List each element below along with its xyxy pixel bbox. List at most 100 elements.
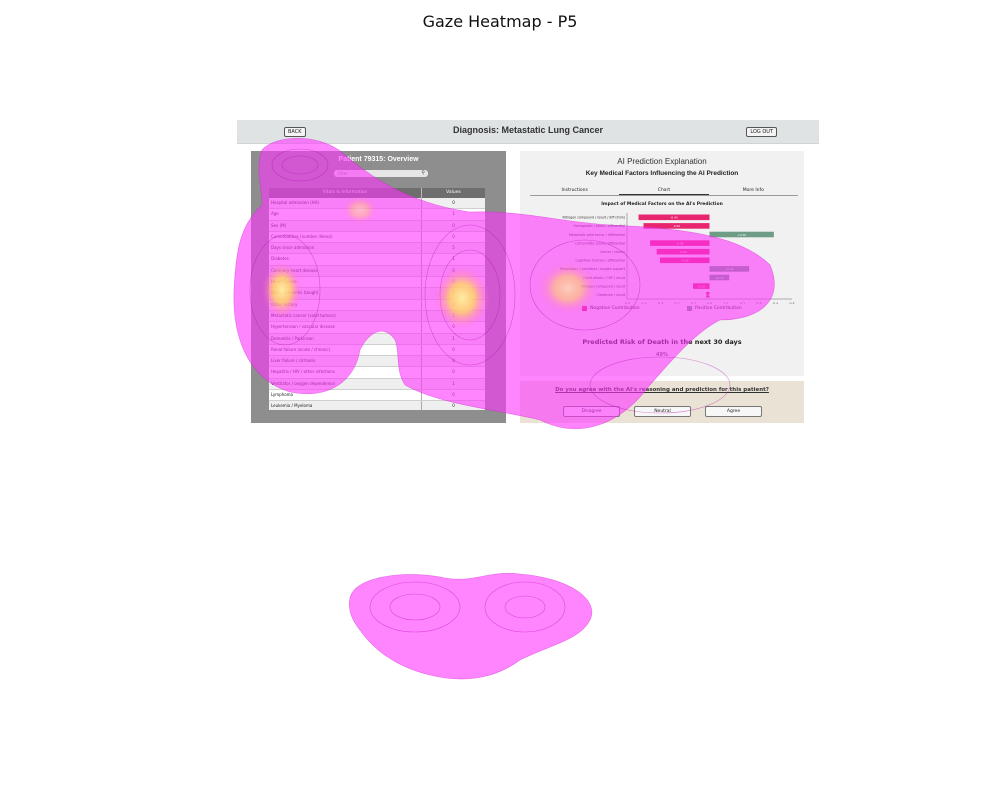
bar-value-label: -0.10 [698,284,705,288]
logout-button[interactable]: LOG OUT [746,127,777,137]
table-row: Lymphoma 0 [269,390,485,402]
table-row: Coronary heart disease 0 [269,265,485,278]
column-header: Vitals & Information [269,188,422,198]
explanation-tabs: Instructions Chart More Info [530,186,798,196]
x-tick-label: -0.4 [640,302,646,304]
risk-value: 49% [655,352,669,358]
heat-region-lower [349,572,593,680]
tab-instructions[interactable]: Instructions [561,188,588,193]
table-row: Hepatitis / HIV / other infections 0 [269,367,485,379]
row-label: Hospital admission (HA) [269,198,422,209]
table-row: Leukemia / Myeloma 0 [269,401,485,410]
row-value: 0 [452,267,455,273]
tab-more-info[interactable]: More Info [742,188,764,193]
table-row: Age 1 [269,209,485,221]
row-value: 1 [452,335,455,341]
x-tick-label: 0.5 [789,302,794,304]
table-row: Hypertension / vascular disease 0 [269,322,485,334]
table-row: Other history 0 [269,299,485,311]
category-label: Nitrogen compound / result / diff (imm) [563,216,626,220]
table-row: Diabetes 1 [269,254,485,266]
figure-title: Gaze Heatmap - P5 [422,12,578,31]
category-label: Heart attack / CHF / result [583,276,625,280]
row-value: 0 [452,358,455,364]
row-label: Dementia / Parkinson [269,333,422,344]
row-value: 5 [452,245,455,251]
row-label: Diabetes [269,254,422,265]
row-value: 1 [452,312,455,318]
row-label: Sex (M) [269,220,422,231]
table-row: Days since admission 5 [269,243,485,255]
legend-positive-label: Positive Contribution [695,306,742,311]
row-value: 0 [452,301,455,307]
factor-impact-chart: Nitrogen compound / result / diff (imm) -… [560,213,795,304]
legend-swatch-positive [687,306,692,311]
agree-button[interactable]: Agree [705,406,762,417]
bar-value-label: -0.43 [670,216,677,220]
back-button[interactable]: BACK [284,127,306,137]
x-tick-label: 0.3 [756,302,761,304]
row-value: 1 [452,290,455,296]
legend-negative-label: Negative Contribution [590,306,640,311]
legend-positive: Positive Contribution [687,306,742,311]
bar-value-label: +0.24 [725,267,734,271]
category-label: Cancer / results [600,250,625,254]
x-tick-label: 0.4 [773,302,778,304]
agreement-panel: Do you agree with the AI's reasoning and… [520,381,804,423]
category-label: Metastatic solid tumor / differential [569,233,625,237]
table-row: Hospital admission (HA) 0 [269,198,485,210]
table-row: Renal failure (acute / chronic) 0 [269,344,485,357]
agreement-question: Do you agree with the AI's reasoning and… [555,387,769,393]
x-tick-label: 0.0 [707,302,712,304]
patient-overview-panel: Patient 79315: Overview Filter ⚲ Vitals … [251,151,506,423]
row-value: 1 [452,256,455,262]
disagree-button[interactable]: Disagree [563,406,620,417]
row-label: Hepatitis / HIV / other infections [269,367,422,378]
legend-negative: Negative Contribution [582,306,640,311]
top-bar: BACK Diagnosis: Metastatic Lung Cancer L… [237,120,819,144]
ai-explanation-panel: AI Prediction Explanation Key Medical Fa… [520,151,804,376]
bar-value-label: -0.32 [679,250,686,254]
bar-value-label: +0.12 [715,276,724,280]
row-label: Acute problems (tough) [269,288,422,299]
row-label: Comorbidities (number illness) [269,231,422,243]
patient-search-input[interactable]: Filter ⚲ [334,170,428,177]
table-row: Liver failure / cirrhosis 0 [269,356,485,368]
row-label: Age [269,209,422,220]
tab-chart[interactable]: Chart [619,186,709,195]
table-row: Acute problems (tough) 1 [269,288,485,300]
x-tick-label: 0.2 [740,302,745,304]
row-value: 1 [452,380,455,386]
category-label: Creatinine / result [596,293,625,297]
row-label: Lymphoma [269,390,422,401]
row-label: Other history [269,299,422,310]
row-value: 1 [452,211,455,217]
vitals-table-header: Vitals & Information Values [269,188,485,198]
row-label: Metastatic cancer (solid tumors) [269,310,422,322]
bar-value-label: -0.02 [704,293,711,297]
x-tick-label: -0.2 [673,302,679,304]
bar-value-label: +0.39 [737,233,746,237]
row-value: 0 [452,233,455,239]
category-label: Cognitive function / differential [576,259,626,263]
neutral-button[interactable]: Neutral [634,406,691,417]
patient-title: Patient 79315: Overview [338,156,419,163]
row-label: Renal failure (acute / chronic) [269,344,422,356]
explanation-title: AI Prediction Explanation [617,157,707,166]
legend-swatch-negative [582,306,587,311]
diagnosis-title: Diagnosis: Metastatic Lung Cancer [452,125,604,135]
row-value: 0 [452,346,455,352]
table-row: Ventilator / oxygen dependence 1 [269,378,485,391]
category-label: Respiratory / ventilator / oxygen suppor… [560,267,625,271]
explanation-subtitle: Key Medical Factors Influencing the AI P… [585,170,739,177]
column-header: Values [446,190,461,195]
bar-value-label: -0.40 [673,224,680,228]
row-value: 0 [452,324,455,330]
table-row: Sex (M) 0 [269,220,485,232]
table-row: Heart Failure 0 [269,277,485,289]
row-value: 0 [452,279,455,285]
bar-value-label: -0.36 [676,241,683,245]
category-label: Comorbidity count / differential [575,241,625,245]
row-label: Leukemia / Myeloma [269,401,422,410]
table-row: Metastatic cancer (solid tumors) 1 [269,310,485,323]
